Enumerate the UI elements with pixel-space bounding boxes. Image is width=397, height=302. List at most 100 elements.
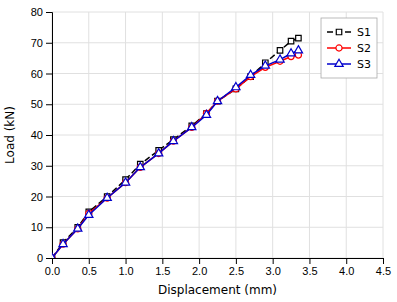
y-tick: 50 (31, 98, 52, 110)
y-tick: 0 (37, 252, 52, 264)
point-marker (52, 253, 56, 258)
point-marker (213, 96, 221, 103)
point-marker (276, 55, 284, 62)
y-tick: 10 (31, 221, 52, 233)
legend-item: S3 (327, 58, 371, 71)
x-tick-label: 3.5 (302, 265, 317, 277)
y-tick-mark (46, 12, 52, 13)
x-axis: 0.0 0.5 1.0 1.5 2.0 2.5 3.0 3.5 4.0 4.5 (45, 258, 391, 277)
point-marker (277, 48, 282, 53)
y-tick-mark (46, 74, 52, 75)
y-tick: 30 (31, 160, 52, 172)
series-line (52, 50, 298, 258)
chart: 0.0 0.5 1.0 1.5 2.0 2.5 3.0 3.5 4.0 4.5 0 10 20 30 40 5… (0, 0, 397, 302)
y-tick: 20 (31, 191, 52, 203)
y-tick-label: 50 (31, 98, 43, 110)
point-marker (188, 123, 196, 130)
x-tick-mark (89, 258, 90, 264)
point-marker (246, 70, 254, 77)
y-tick: 40 (31, 129, 52, 141)
legend-label: S2 (357, 42, 371, 55)
x-tick: 3.0 (266, 258, 281, 277)
x-axis-title: Displacement (mm) (158, 283, 277, 297)
x-tick-label: 1.5 (155, 265, 170, 277)
y-tick-label: 60 (31, 68, 43, 80)
point-marker (288, 38, 293, 43)
y-tick-mark (46, 166, 52, 167)
point-marker (121, 178, 129, 185)
x-tick: 3.5 (302, 258, 317, 277)
point-marker (296, 35, 301, 40)
x-tick-mark (199, 258, 200, 264)
y-tick: 80 (31, 6, 52, 18)
series-line (52, 55, 298, 258)
x-tick-mark (236, 258, 237, 264)
y-grid-line (52, 12, 383, 13)
y-tick-label: 40 (31, 129, 43, 141)
y-tick-label: 30 (31, 160, 43, 172)
y-axis-line (46, 13, 53, 259)
y-tick-label: 20 (31, 191, 43, 203)
y-grid-line (52, 227, 383, 228)
y-tick-label: 80 (31, 6, 43, 18)
point-marker (232, 83, 240, 90)
x-tick-label: 0.5 (82, 265, 97, 277)
point-marker (103, 193, 111, 200)
point-marker (154, 149, 162, 156)
y-axis: 0 10 20 30 40 50 60 70 80 (31, 6, 53, 264)
x-tick: 2.0 (192, 258, 207, 277)
y-grid-line (52, 135, 383, 136)
x-tick: 4.5 (376, 258, 391, 277)
legend-item: S2 (327, 42, 371, 55)
point-marker (59, 239, 67, 246)
y-tick-mark (46, 227, 52, 228)
y-tick-mark (46, 258, 52, 259)
x-tick-mark (273, 258, 274, 264)
point-marker (261, 61, 269, 68)
y-tick-mark (46, 135, 52, 136)
x-tick: 1.5 (155, 258, 170, 277)
x-tick-label: 4.0 (339, 265, 354, 277)
y-tick-mark (46, 197, 52, 198)
x-tick: 4.0 (339, 258, 354, 277)
x-tick-label: 2.0 (192, 265, 207, 277)
legend-marker (335, 59, 343, 66)
plot: 0.0 0.5 1.0 1.5 2.0 2.5 3.0 3.5 4.0 4.5 0 10 20 30 40 5… (31, 6, 391, 277)
legend-box (321, 18, 377, 78)
x-tick-label: 1.0 (118, 265, 133, 277)
x-tick-mark (309, 258, 310, 264)
legend-marker (336, 29, 341, 34)
point-marker (202, 110, 210, 117)
y-tick-mark (46, 43, 52, 44)
point-marker (169, 136, 177, 143)
x-tick-mark (126, 258, 127, 264)
grid (52, 12, 383, 258)
y-tick-label: 10 (31, 221, 43, 233)
y-axis-title: Load (kN) (3, 106, 17, 164)
point-marker (85, 210, 93, 217)
legend-label: S3 (357, 58, 371, 71)
point-marker (294, 46, 302, 53)
x-axis-line (53, 259, 384, 265)
x-tick-label: 4.5 (376, 265, 391, 277)
y-tick: 70 (31, 37, 52, 49)
x-tick-mark (346, 258, 347, 264)
y-tick: 60 (31, 68, 52, 80)
legend-marker (336, 45, 342, 51)
x-tick-mark (383, 258, 384, 264)
x-tick-label: 0.0 (45, 265, 60, 277)
marks (52, 35, 303, 258)
x-tick-mark (162, 258, 163, 264)
x-tick: 1.0 (118, 258, 133, 277)
y-tick-label: 0 (37, 252, 43, 264)
point-marker (136, 162, 144, 169)
point-marker (74, 224, 82, 231)
x-tick: 0.0 (45, 258, 60, 277)
x-tick-label: 2.5 (229, 265, 244, 277)
y-grid-line (52, 196, 383, 197)
legend-item: S1 (327, 26, 371, 39)
y-grid-line (52, 165, 383, 166)
legend: S1 S2 S3 (321, 18, 377, 78)
legend-label: S1 (357, 26, 371, 39)
y-tick-label: 70 (31, 37, 43, 49)
